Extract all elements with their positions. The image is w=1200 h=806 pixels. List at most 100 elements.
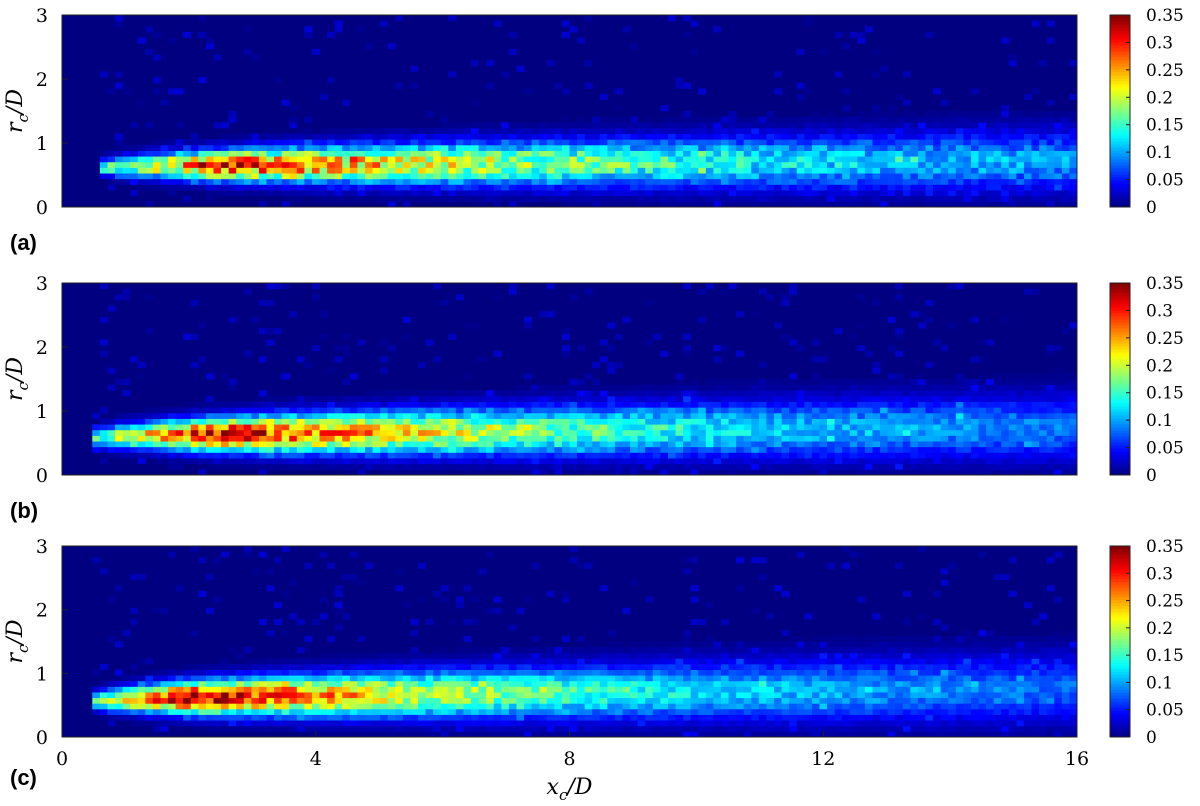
heatmap-cell bbox=[183, 150, 192, 157]
heatmap-cell bbox=[857, 127, 866, 134]
heatmap-cell bbox=[955, 190, 964, 197]
heatmap-cell bbox=[963, 435, 972, 442]
colorbar-segment bbox=[1110, 295, 1130, 299]
heatmap-cell bbox=[963, 452, 972, 459]
heatmap-cell bbox=[675, 139, 684, 146]
heatmap-cell bbox=[993, 139, 1002, 146]
heatmap-cell bbox=[993, 452, 1002, 459]
heatmap-cell bbox=[402, 680, 411, 687]
heatmap-cell bbox=[1061, 469, 1070, 476]
heatmap-cell bbox=[948, 161, 957, 168]
heatmap-cell bbox=[402, 652, 411, 659]
heatmap-cell bbox=[569, 435, 578, 442]
heatmap-cell bbox=[122, 441, 131, 448]
heatmap-cell bbox=[228, 697, 237, 704]
heatmap-cell bbox=[986, 161, 995, 168]
heatmap-cell bbox=[1069, 201, 1078, 208]
heatmap-cell bbox=[357, 184, 366, 191]
heatmap-cell bbox=[683, 350, 692, 357]
heatmap-cell bbox=[902, 190, 911, 197]
heatmap-cell bbox=[137, 144, 146, 151]
heatmap-cell bbox=[804, 463, 813, 470]
heatmap-cell bbox=[221, 446, 230, 453]
heatmap-cell bbox=[137, 697, 146, 704]
heatmap-cell bbox=[145, 658, 154, 665]
heatmap-cell bbox=[652, 412, 661, 419]
heatmap-cell bbox=[1001, 441, 1010, 448]
heatmap-cell bbox=[266, 680, 275, 687]
heatmap-cell bbox=[289, 458, 298, 465]
heatmap-cell bbox=[804, 178, 813, 185]
heatmap-cell bbox=[796, 173, 805, 180]
heatmap-cell bbox=[1016, 144, 1025, 151]
heatmap-cell bbox=[978, 195, 987, 202]
heatmap-cell bbox=[948, 384, 957, 391]
heatmap-cell bbox=[1061, 429, 1070, 436]
heatmap-cell bbox=[357, 167, 366, 174]
heatmap-cell bbox=[857, 161, 866, 168]
heatmap-cell bbox=[546, 407, 555, 414]
heatmap-cell bbox=[546, 458, 555, 465]
heatmap-cell bbox=[289, 720, 298, 727]
heatmap-cell bbox=[319, 94, 328, 101]
heatmap-cell bbox=[425, 395, 434, 402]
heatmap-cell bbox=[213, 435, 222, 442]
heatmap-cell bbox=[660, 139, 669, 146]
heatmap-cell bbox=[508, 184, 517, 191]
heatmap-cell bbox=[577, 429, 586, 436]
heatmap-cell bbox=[463, 133, 472, 140]
heatmap-cell bbox=[781, 173, 790, 180]
heatmap-cell bbox=[380, 720, 389, 727]
heatmap-cell bbox=[933, 441, 942, 448]
heatmap-cell bbox=[357, 339, 366, 346]
heatmap-cell bbox=[789, 424, 798, 431]
heatmap-cell bbox=[471, 458, 479, 465]
heatmap-cell bbox=[1008, 116, 1017, 123]
heatmap-cell bbox=[652, 201, 661, 208]
heatmap-cell bbox=[751, 469, 760, 476]
heatmap-cell bbox=[304, 452, 313, 459]
heatmap-cell bbox=[614, 401, 623, 408]
heatmap-cell bbox=[728, 458, 737, 465]
heatmap-cell bbox=[531, 395, 540, 402]
heatmap-cell bbox=[948, 401, 957, 408]
heatmap-cell bbox=[546, 283, 555, 290]
heatmap-cell bbox=[766, 469, 775, 476]
heatmap-cell bbox=[796, 407, 805, 414]
heatmap-cell bbox=[334, 731, 343, 738]
heatmap-cell bbox=[880, 435, 889, 442]
heatmap-cell bbox=[887, 133, 896, 140]
heatmap-cell bbox=[1069, 127, 1078, 134]
heatmap-cell bbox=[660, 190, 669, 197]
heatmap-cell bbox=[1069, 390, 1078, 397]
heatmap-cell bbox=[963, 424, 972, 431]
heatmap-cell bbox=[819, 156, 828, 163]
heatmap-cell bbox=[592, 161, 601, 168]
heatmap-cell bbox=[266, 446, 275, 453]
heatmap-cell bbox=[652, 469, 661, 476]
heatmap-cell bbox=[720, 127, 729, 134]
heatmap-cell bbox=[887, 150, 896, 157]
heatmap-cell bbox=[357, 127, 366, 134]
heatmap-cell bbox=[940, 384, 949, 391]
colorbar-segment bbox=[1110, 307, 1130, 311]
heatmap-cell bbox=[940, 122, 949, 129]
heatmap-cell bbox=[622, 429, 631, 436]
heatmap-cell bbox=[819, 458, 828, 465]
heatmap-cell bbox=[387, 144, 396, 151]
heatmap-cell bbox=[804, 412, 813, 419]
heatmap-cell bbox=[1054, 150, 1063, 157]
heatmap-cell bbox=[675, 395, 684, 402]
heatmap-cell bbox=[440, 708, 449, 715]
heatmap-cell bbox=[834, 133, 843, 140]
colorbar-segment bbox=[1110, 439, 1130, 443]
heatmap-cell bbox=[993, 144, 1002, 151]
heatmap-cell bbox=[645, 178, 654, 185]
heatmap-cell bbox=[963, 127, 972, 134]
heatmap-cell bbox=[751, 127, 760, 134]
heatmap-cell bbox=[766, 173, 775, 180]
heatmap-cell bbox=[766, 435, 775, 442]
heatmap-cell bbox=[327, 562, 336, 569]
heatmap-cell bbox=[781, 178, 790, 185]
